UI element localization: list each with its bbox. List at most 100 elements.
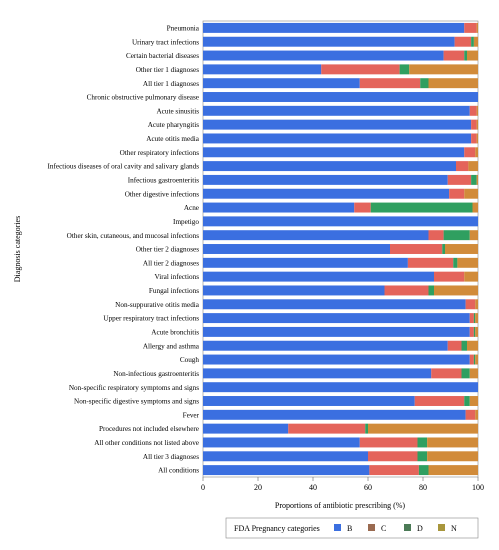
category-label: Fever [183,411,200,419]
bar-segment-d [417,437,428,448]
bar-segment-n [475,409,478,420]
bar-segment-c [288,423,366,434]
category-label: All conditions [158,467,199,475]
bar-segment-c [464,147,476,158]
category-label: Procedures not included elsewhere [99,425,199,433]
legend: FDA Pregnancy categories B C D N [225,517,479,539]
legend-label-c: C [381,524,386,533]
bar-segment-n [464,188,478,199]
bar-segment-c [454,36,472,47]
bar-segment-c [447,340,462,351]
legend-label-n: N [451,524,457,533]
category-label: Non-infectious gastroenteritis [113,370,199,378]
bar-segment-d [461,340,467,351]
bar-segment-d [473,313,476,324]
bar-segment-b [203,92,478,102]
bar-segment-n [428,465,478,476]
category-label: Acute otitis media [146,135,200,143]
bar-segment-c [407,257,454,268]
x-tick-label: 100 [472,483,484,492]
category-label: Infectious gastroenteritis [128,177,199,185]
bar-segment-d [473,354,476,365]
bar-segment-n [469,368,478,379]
bar-segment-b [203,216,478,227]
bar-segment-c [434,271,465,282]
bar-segment-b [203,188,450,199]
bar-segment-b [203,202,355,213]
category-label: Urinary tract infections [132,38,199,46]
category-label: Cough [180,356,200,364]
bar-segment-n [468,161,479,172]
category-label: Other tier 1 diagnoses [136,66,199,74]
bar-segment-b [203,313,470,324]
bar-segment-b [203,368,432,379]
bar-segment-b [203,50,444,61]
bar-segment-c [449,188,465,199]
x-axis: 0 20 40 60 80 100 [201,477,484,492]
bar-segment-n [476,119,479,130]
bar-segment-b [203,64,322,75]
bar-segment-n [475,147,478,158]
bar-segment-d [399,64,410,75]
legend-swatch-d [404,524,411,531]
category-label: Chronic obstructive pulmonary disease [87,94,199,102]
bar-segment-c [456,161,469,172]
bar-segment-c [469,105,477,116]
x-tick-label: 80 [419,483,427,492]
category-label: Non-suppurative otitis media [115,301,200,309]
bar-segment-b [203,230,429,241]
bar-segment-n [476,105,479,116]
bar-segment-c [464,22,477,33]
x-tick-label: 40 [309,483,317,492]
bar-segment-b [203,409,466,420]
bar-segment-b [203,396,415,406]
bar-segment-d [464,396,470,406]
bar-segment-n [476,133,479,144]
category-label: Acute sinusitis [156,107,199,115]
bar-segment-c [469,313,474,324]
category-label: Infectious diseases of oral cavity and s… [48,163,200,171]
bar-segment-n [409,64,478,75]
bar-segment-n [473,36,479,47]
bar-segment-b [203,299,466,310]
category-label: Other digestive infections [125,190,199,198]
bar-segment-d [461,368,470,379]
y-axis-title: Diagnosis categories [13,216,22,282]
bar-segment-b [203,382,478,393]
category-label: Other tier 2 diagnoses [136,246,199,254]
bar-segment-n [475,299,478,310]
category-label: Acne [184,204,199,212]
category-label: All tier 1 diagnoses [143,80,199,88]
category-label: Other skin, cutaneous, and mucosal infec… [67,232,200,240]
legend-label-d: D [417,524,423,533]
category-label: All tier 3 diagnoses [143,453,199,461]
bar-segment-b [203,271,434,282]
bar-segment-b [203,161,456,172]
bar-segment-b [203,147,465,158]
bar-segment-d [418,465,429,476]
bar-segment-d [443,230,470,241]
category-label: Viral infections [155,273,200,281]
bar-segment-b [203,22,465,33]
x-tick-label: 60 [364,483,372,492]
category-label: Other respiratory infections [120,149,200,157]
category-labels: Pneumonia Urinary tract infections Certain… [48,25,200,475]
bar-segment-c [469,326,474,337]
bar-segment-d [453,257,458,268]
legend-frame [225,517,479,539]
bar-segment-b [203,285,385,296]
x-tick-label: 0 [201,483,205,492]
legend-label-b: B [347,524,352,533]
bar-segment-b [203,119,472,130]
bar-segment-n [476,174,479,185]
bar-segment-c [447,174,472,185]
bar-segment-b [203,326,470,337]
bar-segment-c [469,354,474,365]
bar-segment-b [203,451,368,462]
bar-segment-d [442,244,445,254]
bars-group [203,22,479,476]
bar-segment-n [476,22,479,33]
legend-title: FDA Pregnancy categories [234,524,320,533]
bar-segment-n [368,423,478,434]
bar-segment-c [414,396,465,406]
